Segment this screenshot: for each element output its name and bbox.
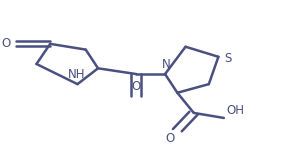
Text: OH: OH — [227, 103, 244, 116]
Text: S: S — [224, 52, 231, 65]
Text: O: O — [132, 80, 141, 93]
Text: O: O — [1, 37, 10, 50]
Text: N: N — [162, 58, 171, 71]
Text: O: O — [165, 132, 175, 145]
Text: NH: NH — [67, 68, 85, 81]
